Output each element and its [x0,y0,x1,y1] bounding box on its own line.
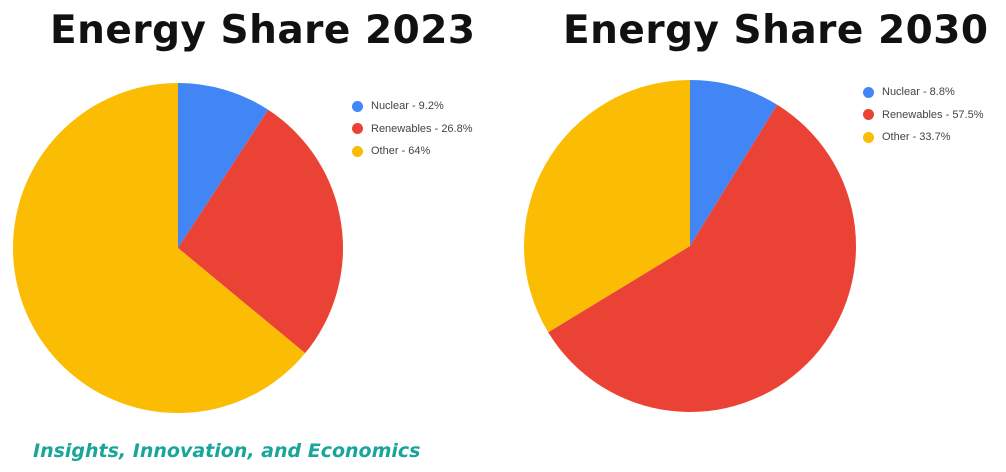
pie-slice-nuclear[interactable] [178,83,269,248]
legend-item-nuclear-2030[interactable]: Nuclear - 8.8% [863,81,984,104]
pie-slice-renewables[interactable] [178,109,343,354]
footer-tagline: Insights, Innovation, and Economics [33,440,421,462]
pie-slice-other[interactable] [524,80,690,333]
legend-swatch-other-2023 [352,145,363,157]
legend-item-renewables-2030[interactable]: Renewables - 57.5% [863,104,984,127]
chart-title-2030: Energy Share 2030 [563,8,989,53]
legend-item-other-2030[interactable]: Other - 33.7% [863,126,984,149]
pie-2030 [524,80,856,413]
legend-label-other-2023: Other - 64% [371,145,431,158]
pie-slice-nuclear[interactable] [690,80,778,246]
legend-item-nuclear-2023[interactable]: Nuclear - 9.2% [352,95,473,118]
pie-chart-2030: Energy Share 2030 Nuclear - 8.8% Renewab… [503,0,1006,440]
chart-title-2023: Energy Share 2023 [50,8,476,53]
legend-swatch-nuclear-2030 [863,86,874,98]
pie-slice-renewables[interactable] [548,104,856,413]
pie-2023 [12,83,343,413]
legend-2030: Nuclear - 8.8% Renewables - 57.5% Other … [863,81,984,149]
legend-swatch-nuclear-2023 [352,100,363,112]
legend-label-renewables-2030: Renewables - 57.5% [882,108,984,121]
legend-item-other-2023[interactable]: Other - 64% [352,140,473,163]
legend-label-nuclear-2030: Nuclear - 8.8% [882,86,955,99]
legend-label-other-2030: Other - 33.7% [882,131,951,144]
legend-label-nuclear-2023: Nuclear - 9.2% [371,100,444,113]
legend-label-renewables-2023: Renewables - 26.8% [371,122,473,135]
pie-chart-2023: Energy Share 2023 Nuclear - 9.2% Renewab… [0,0,503,440]
legend-item-renewables-2023[interactable]: Renewables - 26.8% [352,118,473,141]
pie-slice-other[interactable] [12,83,306,413]
legend-swatch-renewables-2023 [352,123,363,135]
legend-swatch-renewables-2030 [863,109,874,121]
legend-swatch-other-2030 [863,131,874,143]
legend-2023: Nuclear - 9.2% Renewables - 26.8% Other … [352,95,473,163]
